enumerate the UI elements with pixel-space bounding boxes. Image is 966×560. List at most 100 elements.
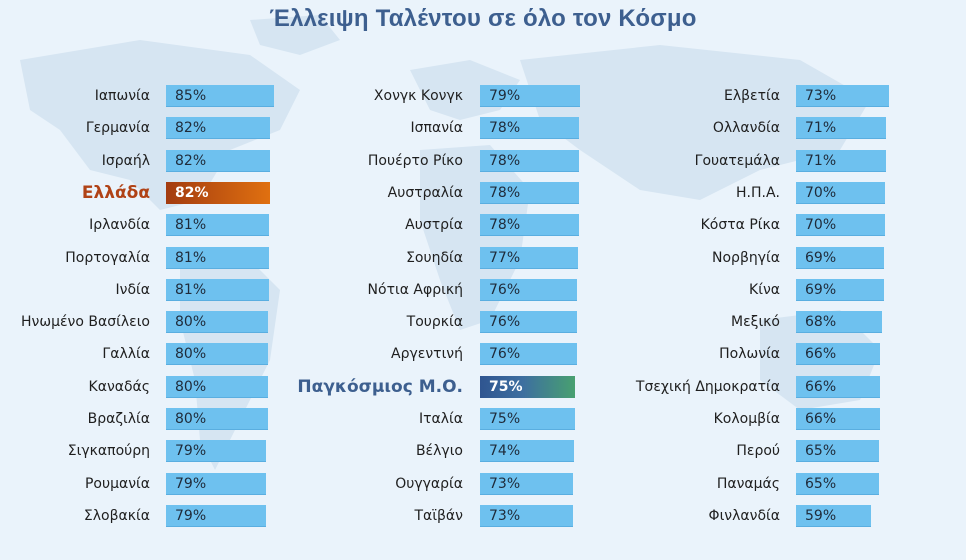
value-label: 81% [175, 282, 207, 298]
country-label: Νορβηγία [712, 250, 780, 266]
country-label: Φινλανδία [708, 508, 780, 524]
bar-row: Σουηδία 77% [0, 247, 966, 269]
chart-title: Έλλειψη Ταλέντου σε όλο τον Κόσμο [269, 5, 697, 32]
bar [480, 408, 575, 430]
bar-row: Μεξικό 68% [0, 311, 966, 333]
bar [796, 117, 886, 139]
bar-row: Γαλλία 80% [0, 343, 966, 365]
bar [796, 343, 880, 365]
value-label: 70% [805, 217, 837, 233]
country-label: Ηνωμένο Βασίλειο [21, 314, 150, 330]
bar [796, 505, 871, 527]
value-label: 85% [175, 88, 207, 104]
bar [480, 279, 577, 301]
country-label: Κολομβία [713, 411, 780, 427]
bar-row: Ιαπωνία 85% [0, 85, 966, 107]
value-label: 76% [489, 282, 521, 298]
bar [480, 376, 575, 398]
bar [166, 182, 270, 204]
value-label: 80% [175, 379, 207, 395]
bar [480, 214, 579, 236]
bar-row: Φινλανδία 59% [0, 505, 966, 527]
value-label: 79% [175, 443, 207, 459]
bar [796, 150, 886, 172]
country-label: Ιρλανδία [89, 217, 150, 233]
country-label: Αργεντινή [391, 346, 463, 362]
bar-row: Ελβετία 73% [0, 85, 966, 107]
bar-row: Βραζιλία 80% [0, 408, 966, 430]
country-label: Παναμάς [716, 476, 780, 492]
bar [166, 343, 268, 365]
country-label: Ιαπωνία [94, 88, 150, 104]
bar-row: Χονγκ Κονγκ 79% [0, 85, 966, 107]
bar [796, 440, 879, 462]
country-label: Γουατεμάλα [694, 153, 780, 169]
bar [480, 473, 573, 495]
bar [166, 117, 270, 139]
bar [166, 311, 268, 333]
country-label: Ολλανδία [712, 120, 780, 136]
bar [796, 408, 880, 430]
value-label: 66% [805, 346, 837, 362]
value-label: 73% [805, 88, 837, 104]
value-label: 69% [805, 250, 837, 266]
bar [480, 182, 579, 204]
country-label: Πουέρτο Ρίκο [367, 153, 463, 169]
bar-row: Κίνα 69% [0, 279, 966, 301]
value-label: 71% [805, 153, 837, 169]
bar [796, 279, 884, 301]
value-label: 78% [489, 185, 521, 201]
country-label: Ινδία [115, 282, 150, 298]
bar-row: Νότια Αφρική 76% [0, 279, 966, 301]
value-label: 81% [175, 217, 207, 233]
bar [166, 440, 266, 462]
value-label: 78% [489, 217, 521, 233]
value-label: 78% [489, 120, 521, 136]
bar [480, 150, 579, 172]
bar-row: Τουρκία 76% [0, 311, 966, 333]
bar-row: Πολωνία 66% [0, 343, 966, 365]
bar-row: Πουέρτο Ρίκο 78% [0, 150, 966, 172]
value-label: 73% [489, 508, 521, 524]
bar [166, 85, 274, 107]
bar-row: Γερμανία 82% [0, 117, 966, 139]
country-label: Χονγκ Κονγκ [373, 88, 463, 104]
country-label: Ιταλία [418, 411, 463, 427]
bar [166, 214, 269, 236]
country-label: Ισραήλ [101, 153, 150, 169]
country-label: Πορτογαλία [65, 250, 150, 266]
bar-row: Ιταλία 75% [0, 408, 966, 430]
bar-row: Κόστα Ρίκα 70% [0, 214, 966, 236]
country-label: Ισπανία [410, 120, 463, 136]
bar-row: Ουγγαρία 73% [0, 473, 966, 495]
bar [166, 150, 270, 172]
value-label: 74% [489, 443, 521, 459]
value-label: 73% [489, 476, 521, 492]
bar [480, 311, 577, 333]
bar-row: Ισραήλ 82% [0, 150, 966, 172]
bar-row: Νορβηγία 69% [0, 247, 966, 269]
value-label: 77% [489, 250, 521, 266]
country-label: Αυστρία [405, 217, 463, 233]
bar-row: Περού 65% [0, 440, 966, 462]
value-label: 71% [805, 120, 837, 136]
bar [166, 408, 268, 430]
country-label: Βέλγιο [415, 443, 463, 459]
bar-row: Καναδάς 80% [0, 376, 966, 398]
bar [166, 247, 269, 269]
bar [166, 279, 269, 301]
value-label: 79% [489, 88, 521, 104]
country-label: Σουηδία [406, 250, 463, 266]
bar-row: Ηνωμένο Βασίλειο 80% [0, 311, 966, 333]
bar-row: Ισπανία 78% [0, 117, 966, 139]
value-label: 75% [489, 411, 521, 427]
value-label: 68% [805, 314, 837, 330]
value-label: 76% [489, 346, 521, 362]
country-label: Γερμανία [85, 120, 150, 136]
bar-row: Παγκόσμιος Μ.Ο. 75% [0, 376, 966, 398]
value-label: 70% [805, 185, 837, 201]
country-label: Ελβετία [723, 88, 780, 104]
bar [796, 182, 885, 204]
country-label: Σιγκαπούρη [67, 443, 150, 459]
country-label: Κόστα Ρίκα [700, 217, 780, 233]
